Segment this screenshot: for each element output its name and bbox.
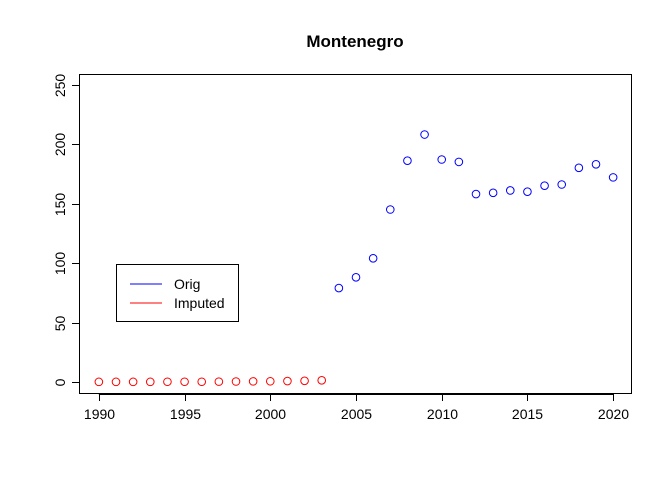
point-imputed <box>214 377 224 386</box>
point-imputed <box>317 376 327 385</box>
point-imputed <box>145 377 155 387</box>
legend: Orig Imputed <box>116 264 239 322</box>
point-orig <box>574 163 584 173</box>
y-tick-label: 100 <box>52 252 68 276</box>
point-imputed <box>94 377 104 387</box>
y-tick-label: 200 <box>52 133 68 157</box>
point-imputed <box>231 377 241 386</box>
point-orig <box>608 173 618 182</box>
point-orig <box>471 189 481 199</box>
point-imputed <box>248 377 258 386</box>
y-tick-label: 0 <box>52 378 68 386</box>
point-imputed <box>197 377 207 387</box>
point-orig <box>420 130 429 139</box>
point-imputed <box>265 376 275 386</box>
x-tick-label: 2005 <box>341 406 372 422</box>
chart-title: Montenegro <box>306 32 403 51</box>
y-tick-label: 250 <box>52 74 68 98</box>
data-points <box>94 130 618 387</box>
point-orig <box>437 155 447 164</box>
legend-label-orig: Orig <box>174 276 200 292</box>
point-orig <box>557 180 567 189</box>
point-imputed <box>111 377 121 387</box>
legend-label-imputed: Imputed <box>174 295 225 311</box>
point-orig <box>454 157 464 167</box>
y-tick-label: 50 <box>52 316 68 332</box>
x-tick-label: 2010 <box>427 406 458 422</box>
y-axis: 0 50 100 150 200 250 <box>52 74 80 386</box>
point-orig <box>591 159 601 169</box>
point-orig <box>334 283 344 293</box>
point-orig <box>351 273 361 282</box>
point-orig <box>540 181 549 190</box>
x-axis: 1990 1995 2000 2005 2010 2015 2020 <box>84 394 629 422</box>
x-tick-label: 1995 <box>170 406 201 422</box>
legend-box <box>116 264 239 322</box>
x-tick-label: 2015 <box>512 406 543 422</box>
point-imputed <box>128 377 138 387</box>
x-tick-label: 2020 <box>598 406 629 422</box>
point-orig <box>523 187 532 196</box>
plot-area <box>79 74 632 394</box>
point-orig <box>403 156 412 166</box>
x-tick-label: 1990 <box>84 406 115 422</box>
x-tick-label: 2000 <box>255 406 286 422</box>
point-imputed <box>163 377 172 387</box>
point-imputed <box>283 376 292 386</box>
point-orig <box>385 205 395 214</box>
point-orig <box>368 254 378 263</box>
y-tick-label: 150 <box>52 193 68 217</box>
point-orig <box>488 188 498 198</box>
point-imputed <box>180 377 189 387</box>
point-imputed <box>300 376 309 386</box>
point-orig <box>505 186 515 195</box>
